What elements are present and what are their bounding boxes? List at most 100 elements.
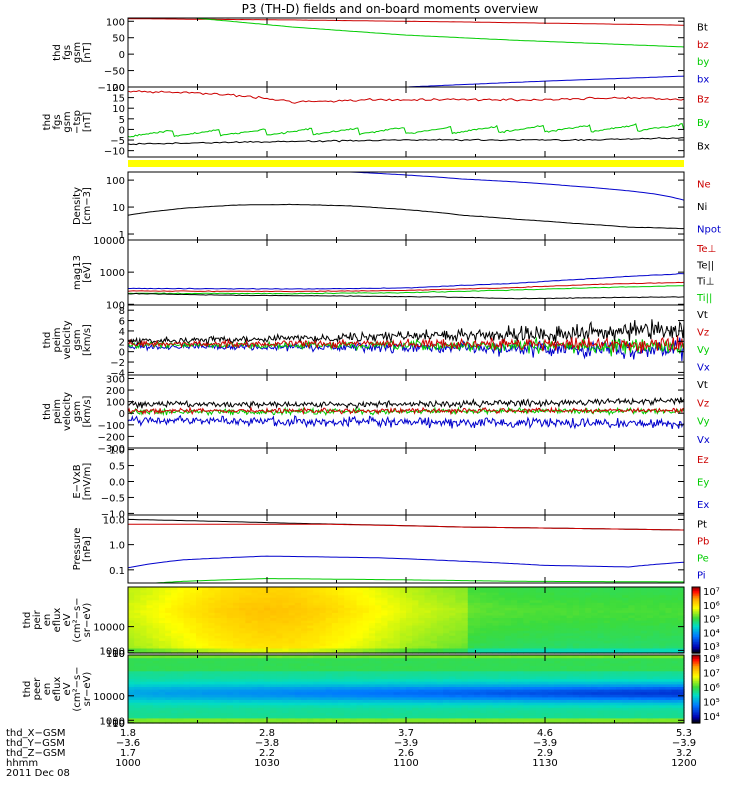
- spectrogram-cell: [387, 640, 395, 644]
- spectrogram-cell: [653, 599, 660, 603]
- spectrogram-cell: [535, 617, 543, 621]
- spectrogram-cell: [424, 686, 432, 690]
- spectrogram-cell: [152, 647, 160, 651]
- spectrogram-cell: [239, 614, 246, 618]
- spectrogram-cell: [591, 683, 599, 687]
- spectrogram-cell: [412, 622, 419, 626]
- spectrogram-cell: [529, 607, 537, 611]
- spectrogram-cell: [634, 689, 642, 693]
- spectrogram-cell: [146, 715, 154, 719]
- spectrogram-cell: [171, 668, 178, 672]
- spectrogram-cell: [276, 657, 284, 661]
- spectrogram-cell: [165, 665, 172, 669]
- spectrogram-cell: [634, 597, 642, 601]
- spectrogram-cell: [134, 704, 141, 708]
- spectrogram-cell: [177, 647, 185, 651]
- spectrogram-cell: [257, 599, 265, 603]
- spectrogram-cell: [677, 609, 685, 613]
- spectrogram-cell: [541, 614, 549, 618]
- spectrogram-cell: [677, 594, 685, 598]
- spectrogram-cell: [152, 645, 160, 649]
- spectrogram-cell: [350, 712, 358, 716]
- spectrogram-cell: [671, 650, 679, 654]
- spectrogram-cell: [344, 660, 351, 664]
- spectrogram-cell: [202, 604, 209, 608]
- spectrogram-cell: [331, 637, 339, 641]
- spectrogram-cell: [134, 640, 141, 644]
- spectrogram-cell: [406, 630, 413, 634]
- spectrogram-cell: [319, 694, 327, 698]
- spectrogram-cell: [399, 712, 407, 716]
- spectrogram-cell: [146, 599, 154, 603]
- spectrogram-cell: [467, 670, 475, 674]
- spectrogram-cell: [128, 717, 135, 721]
- spectrogram-cell: [356, 657, 364, 661]
- spectrogram-cell: [511, 704, 518, 708]
- spectrogram-cell: [498, 668, 506, 672]
- spectrogram-cell: [251, 587, 259, 591]
- spectrogram-cell: [356, 707, 364, 711]
- spectrogram-cell: [152, 717, 160, 721]
- spectrogram-cell: [282, 660, 290, 664]
- spectrogram-cell: [362, 640, 370, 644]
- spectrogram-cell: [381, 614, 389, 618]
- spectrogram-cell: [375, 640, 382, 644]
- spectrogram-cell: [671, 630, 679, 634]
- spectrogram-cell: [387, 704, 395, 708]
- spectrogram-cell: [449, 675, 456, 680]
- series-Bz: [127, 90, 685, 104]
- spectrogram-cell: [134, 594, 141, 598]
- spectrogram-cell: [480, 681, 487, 685]
- spectrogram-cell: [393, 673, 401, 677]
- spectrogram-cell: [523, 612, 531, 616]
- spectrogram-cell: [659, 592, 667, 596]
- spectrogram-cell: [560, 592, 568, 596]
- spectrogram-cell: [461, 715, 469, 719]
- spectrogram-cell: [214, 599, 222, 603]
- spectrogram-cell: [560, 650, 568, 654]
- spectrogram-cell: [591, 650, 599, 654]
- spectrogram-cell: [375, 683, 382, 687]
- ytick-label: 1000: [100, 646, 125, 657]
- colorbar-cell: [692, 629, 700, 633]
- spectrogram-cell: [276, 632, 284, 636]
- spectrogram-cell: [301, 670, 308, 674]
- spectrogram-cell: [368, 668, 376, 672]
- spectrogram-cell: [579, 655, 586, 659]
- spectrogram-cell: [319, 620, 327, 624]
- spectrogram-cell: [597, 632, 605, 636]
- spectrogram-cell: [350, 592, 358, 596]
- spectrogram-cell: [486, 673, 494, 677]
- spectrogram-cell: [344, 625, 351, 629]
- spectrogram-cell: [628, 683, 636, 687]
- spectrogram-cell: [233, 668, 240, 672]
- spectrogram-cell: [393, 609, 401, 613]
- spectrogram-cell: [362, 707, 370, 711]
- spectrogram-cell: [541, 622, 549, 626]
- spectrogram-cell: [609, 709, 617, 714]
- spectrogram-cell: [183, 681, 191, 685]
- spectrogram-cell: [381, 720, 389, 724]
- spectrogram-cell: [517, 686, 524, 690]
- spectrogram-cell: [387, 691, 395, 695]
- spectrogram-cell: [418, 645, 426, 649]
- spectrogram-cell: [486, 625, 494, 629]
- spectrogram-cell: [177, 609, 185, 613]
- spectrogram-cell: [196, 632, 203, 636]
- spectrogram-cell: [548, 699, 555, 703]
- spectrogram-cell: [331, 612, 339, 616]
- spectrogram-cell: [171, 627, 178, 631]
- spectrogram-cell: [554, 599, 562, 603]
- spectrogram-cell: [387, 683, 395, 687]
- spectrogram-cell: [430, 650, 438, 654]
- spectrogram-cell: [233, 696, 240, 700]
- spectrogram-cell: [628, 655, 636, 659]
- spectrogram-cell: [276, 642, 284, 646]
- spectrogram-cell: [233, 720, 240, 724]
- spectrogram-cell: [523, 696, 531, 700]
- spectrogram-cell: [467, 673, 475, 677]
- spectrogram-cell: [418, 704, 426, 708]
- spectrogram-cell: [325, 627, 333, 631]
- spectrogram-cell: [189, 715, 197, 719]
- spectrogram-cell: [504, 647, 512, 651]
